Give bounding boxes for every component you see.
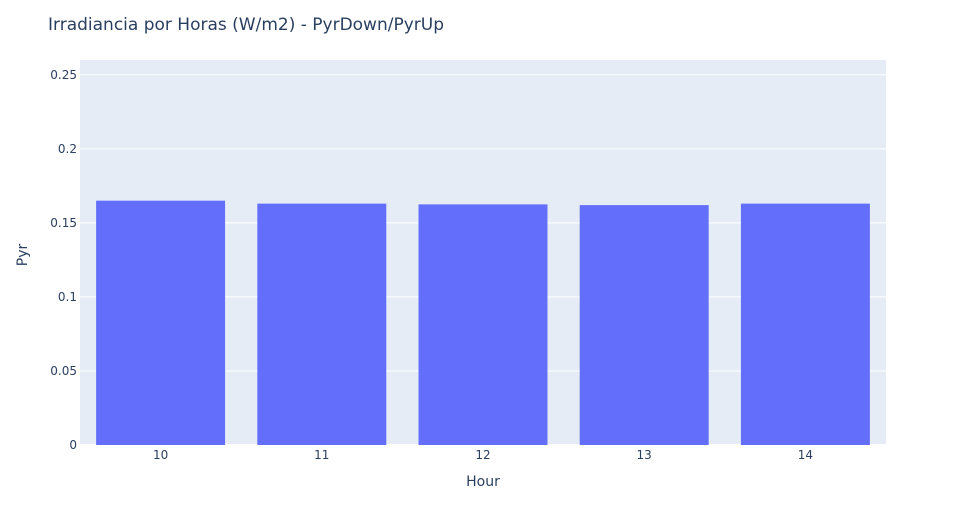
y-tick-label: 0.15 xyxy=(50,216,77,230)
x-axis-title: Hour xyxy=(466,474,500,490)
bar-14[interactable] xyxy=(740,203,870,445)
x-tick-label: 14 xyxy=(798,448,813,462)
x-tick-label: 11 xyxy=(314,448,329,462)
y-axis-title: Pyr xyxy=(15,244,31,267)
x-tick-label: 12 xyxy=(475,448,490,462)
bar-10[interactable] xyxy=(96,200,226,445)
x-tick-label: 10 xyxy=(153,448,168,462)
bar-12[interactable] xyxy=(418,204,548,445)
y-tick-label: 0.1 xyxy=(58,290,77,304)
bar-13[interactable] xyxy=(579,205,709,445)
bars xyxy=(96,200,870,445)
y-axis-ticks: 0 0.05 0.1 0.15 0.2 0.25 xyxy=(50,68,77,452)
y-tick-label: 0.05 xyxy=(50,364,77,378)
y-tick-label: 0.25 xyxy=(50,68,77,82)
chart-title: Irradiancia por Horas (W/m2) - PyrDown/P… xyxy=(48,15,444,35)
x-tick-label: 13 xyxy=(637,448,652,462)
bar-11[interactable] xyxy=(257,203,387,445)
y-tick-label: 0 xyxy=(69,438,77,452)
y-tick-label: 0.2 xyxy=(58,142,77,156)
x-axis-ticks: 10 11 12 13 14 xyxy=(153,448,813,462)
